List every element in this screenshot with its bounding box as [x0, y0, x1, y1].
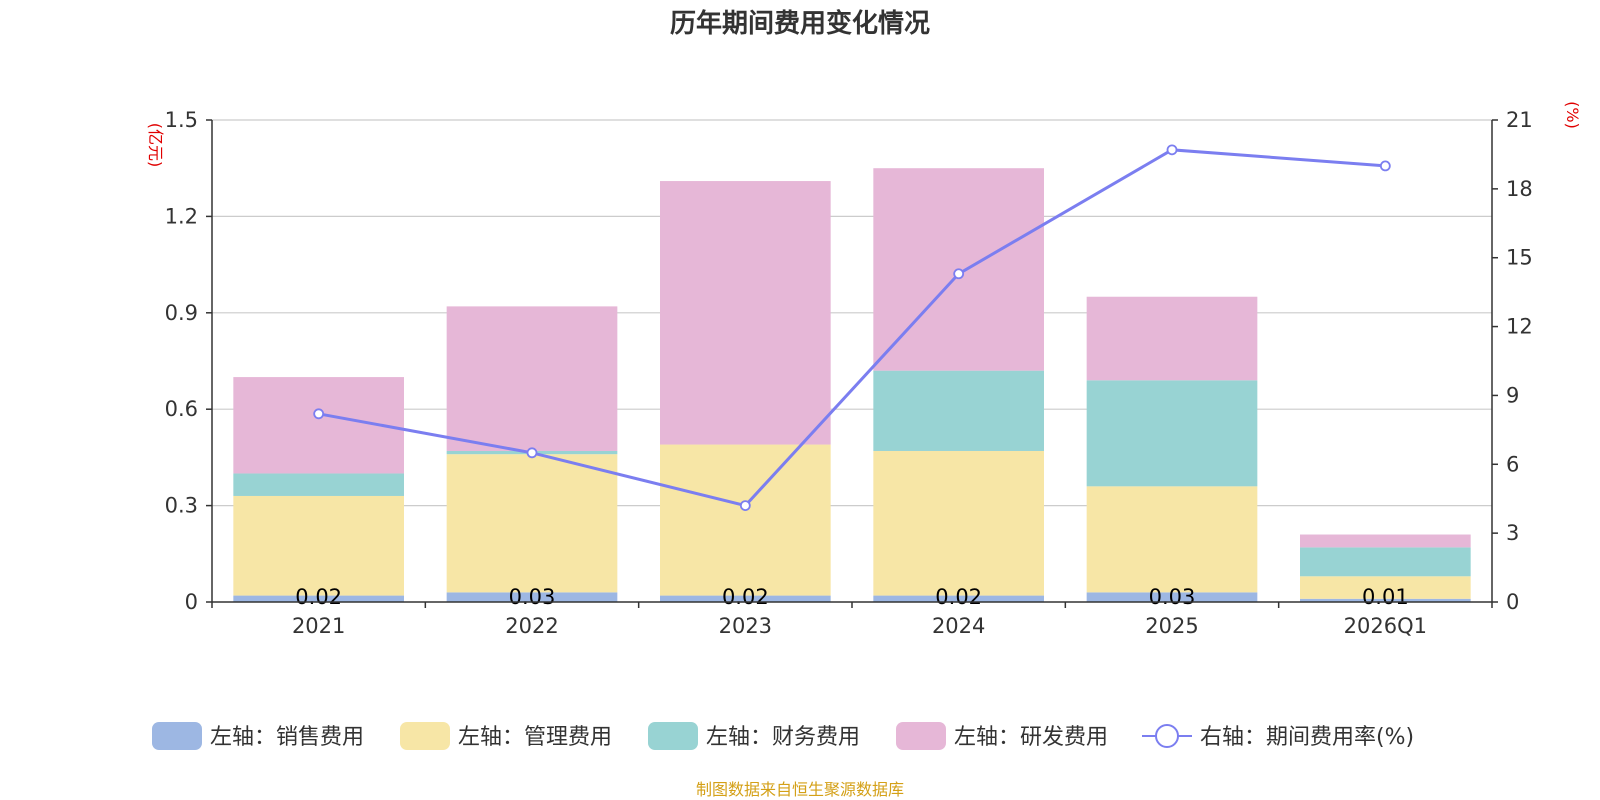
right-tick-label: 18 — [1506, 177, 1533, 201]
left-tick-label: 0.3 — [165, 494, 198, 518]
legend-label: 右轴：期间费用率(%) — [1200, 725, 1414, 750]
bar-segment — [660, 444, 831, 596]
left-tick-label: 1.5 — [165, 108, 198, 132]
legend-swatch — [152, 722, 202, 750]
legend-swatch — [400, 722, 450, 750]
right-tick-label: 12 — [1506, 315, 1533, 339]
ratio-line-path — [318, 148, 1386, 508]
bar-segment — [1086, 486, 1258, 593]
bar-segment — [1300, 534, 1471, 548]
bar-segment — [1086, 380, 1258, 487]
expense-ratio-line — [313, 144, 1391, 512]
x-tick-label: 2026Q1 — [1344, 614, 1427, 638]
bar-segment — [446, 454, 618, 593]
right-tick-label: 3 — [1506, 521, 1519, 545]
bar-segment — [660, 595, 831, 602]
x-tick-label: 2025 — [1145, 614, 1198, 638]
left-tick-label: 1.2 — [165, 204, 198, 228]
legend-label: 左轴：财务费用 — [706, 725, 860, 750]
ratio-point — [526, 447, 538, 459]
x-tick-label: 2023 — [719, 614, 772, 638]
right-tick-label: 6 — [1506, 452, 1519, 476]
bar-segment — [233, 473, 404, 496]
data-label: 0.02 — [722, 585, 769, 609]
x-tick-label: 2022 — [505, 614, 558, 638]
left-tick-label: 0 — [185, 590, 198, 614]
data-label: 0.03 — [1149, 585, 1196, 609]
legend-label: 左轴：管理费用 — [458, 725, 612, 750]
left-tick-label: 0.6 — [165, 397, 198, 421]
bar-segment — [446, 592, 618, 602]
ratio-point — [953, 268, 965, 280]
right-axis-unit: (%) — [1563, 101, 1582, 129]
ratio-point — [1166, 144, 1178, 156]
bar-segment — [1300, 598, 1471, 602]
left-axis-ticks: 0 0.3 0.6 0.9 1.2 1.5 — [165, 108, 212, 614]
legend-label: 左轴：销售费用 — [210, 725, 364, 750]
left-tick-label: 0.9 — [165, 301, 198, 325]
data-label: 0.02 — [935, 585, 982, 609]
right-axis-ticks: 0 3 6 9 12 15 18 21 — [1492, 108, 1533, 614]
legend: 左轴：销售费用 左轴：管理费用 左轴：财务费用 左轴：研发费用 右轴：期间费用率(%) — [152, 722, 1414, 750]
bar-segment — [660, 181, 831, 445]
x-tick-label: 2024 — [932, 614, 985, 638]
data-label: 0.03 — [509, 585, 556, 609]
data-label: 0.02 — [295, 585, 342, 609]
ratio-point — [313, 408, 325, 420]
bar-segment — [1300, 576, 1471, 599]
bar-segment — [1086, 296, 1258, 381]
right-tick-label: 15 — [1506, 246, 1533, 270]
bar-segment — [873, 370, 1044, 451]
bar-stacks: 0.02 0.03 0.02 0.02 0.03 0.01 — [233, 168, 1471, 609]
bar-segment — [1300, 547, 1471, 577]
right-tick-label: 21 — [1506, 108, 1533, 132]
data-label: 0.01 — [1362, 585, 1409, 609]
chart-title: 历年期间费用变化情况 — [670, 8, 930, 39]
x-tick-label: 2021 — [292, 614, 345, 638]
gridlines — [212, 119, 1492, 507]
legend-swatch — [896, 722, 946, 750]
source-note: 制图数据来自恒生聚源数据库 — [696, 780, 904, 799]
legend-swatch — [648, 722, 698, 750]
ratio-point — [1379, 160, 1391, 172]
bar-segment — [1086, 592, 1258, 602]
right-tick-label: 0 — [1506, 590, 1519, 614]
bar-segment — [873, 450, 1044, 596]
bar-segment — [233, 595, 404, 602]
x-axis-ticks: 2021 2022 2023 2024 2025 2026Q1 — [211, 602, 1493, 638]
left-axis-unit: (亿元) — [146, 123, 165, 168]
legend-marker — [1155, 724, 1179, 748]
legend-label: 左轴：研发费用 — [954, 725, 1108, 750]
ratio-point — [739, 500, 751, 512]
bar-segment — [873, 595, 1044, 602]
right-tick-label: 9 — [1506, 383, 1519, 407]
bar-segment — [446, 306, 618, 451]
bar-segment — [233, 495, 404, 596]
